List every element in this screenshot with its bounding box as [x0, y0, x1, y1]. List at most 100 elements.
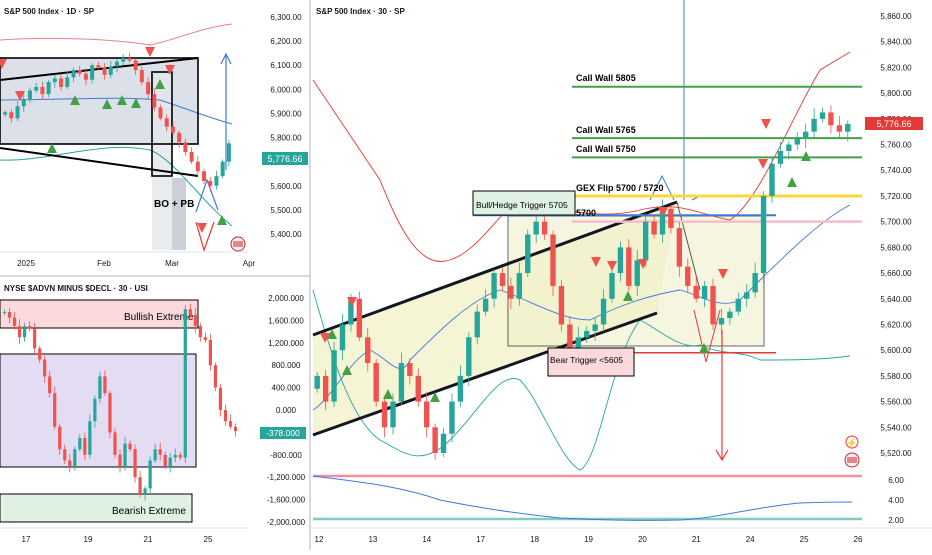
- bearish-extreme-zone: [0, 493, 193, 523]
- osc-tick-2: 2.00: [888, 516, 904, 525]
- breadth-value-axis: 2,000.000 1,600.000 1,200.000 800.000 400.00…: [260, 294, 306, 527]
- breadth-y-tick-8: -1,200.000: [267, 473, 306, 482]
- breadth-candle-38: [193, 307, 197, 333]
- breadth-candle-16: [83, 432, 87, 461]
- intraday-candle-41: [659, 199, 666, 243]
- daily-y-tick-9: 5,400.00: [270, 230, 302, 239]
- intraday-buy-marker-8: [801, 151, 811, 161]
- breadth-x-tick-2: 21: [144, 535, 153, 544]
- intraday-candle-43: [676, 222, 683, 277]
- intraday-candle-58: [802, 123, 809, 149]
- daily-candle-6: [40, 81, 45, 99]
- bull-hedge-box: [472, 190, 576, 216]
- daily-candle-35: [220, 159, 225, 179]
- breadth-y-tick-4: 400.000: [272, 384, 301, 393]
- intraday-x-tick-1: 13: [368, 535, 377, 544]
- breadth-last-badge: [260, 427, 306, 439]
- daily-candle-21: [133, 58, 138, 75]
- daily-sell-marker-0: [0, 59, 7, 69]
- intraday-sell-marker-3: [607, 261, 617, 271]
- daily-candle-23: [146, 77, 151, 100]
- intraday-candle-56: [786, 140, 792, 160]
- daily-last-price-badge: [262, 152, 308, 165]
- intraday-buy-marker-2: [383, 389, 393, 399]
- intraday-candle-62: [836, 115, 843, 138]
- call-wall-5765-label: Call Wall 5765: [576, 125, 636, 135]
- breadth-candle-15: [78, 434, 82, 452]
- breadth-candle-41: [208, 333, 212, 371]
- intraday-sell-marker-1: [320, 333, 330, 343]
- breadth-candle-7: [38, 345, 42, 364]
- daily-y-tick-8: 5,500.00: [270, 206, 302, 215]
- intraday-candle-8: [381, 395, 388, 438]
- intraday-candle-47: [710, 278, 716, 330]
- daily-candle-30: [189, 147, 194, 164]
- daily-candle-11: [71, 67, 76, 83]
- intraday-candle-36: [617, 241, 624, 282]
- breadth-candle-20: [103, 370, 107, 396]
- intraday-time-axis: 12 13 14 17 18 19 20 21 24 25 26: [310, 527, 932, 544]
- intraday-candle-28: [550, 230, 556, 296]
- intraday-candle-35: [609, 269, 615, 303]
- breadth-candle-17: [88, 414, 92, 459]
- neutral-zone: [0, 353, 197, 468]
- alert-icon[interactable]: [845, 435, 859, 449]
- intraday-candle-40: [651, 214, 657, 239]
- intraday-last-price: 5,776.66: [876, 119, 911, 129]
- intraday-y-tick-8: 5,700.00: [880, 218, 912, 227]
- daily-candle-32: [202, 168, 207, 184]
- intraday-sell-marker-7: [761, 119, 771, 129]
- bear-trigger-box: [547, 347, 635, 377]
- intraday-x-tick-6: 20: [638, 535, 647, 544]
- daily-candle-20: [127, 52, 132, 63]
- breadth-y-tick-5: 0.000: [276, 406, 297, 415]
- breadth-candle-32: [163, 451, 167, 470]
- breadth-candle-0: [2, 309, 7, 316]
- intraday-y-tick-17: 5,520.00: [880, 449, 912, 458]
- intraday-candle-27: [541, 212, 548, 240]
- breadth-y-tick-0: 2,000.000: [268, 294, 304, 303]
- intraday-candle-21: [491, 269, 497, 308]
- call-wall-5750-label: Call Wall 5750: [576, 144, 636, 154]
- breadth-candle-34: [173, 448, 177, 463]
- intraday-y-tick-2: 5,820.00: [880, 63, 912, 72]
- daily-sell-marker-4: [197, 223, 207, 233]
- daily-candle-22: [139, 66, 144, 86]
- daily-x-tick-3: Apr: [243, 259, 256, 268]
- breadth-candle-10: [53, 386, 57, 430]
- intraday-x-tick-5: 19: [584, 535, 593, 544]
- daily-y-tick-2: 6,100.00: [270, 61, 302, 70]
- oscillator-pane: [312, 474, 862, 521]
- daily-candle-29: [183, 138, 188, 156]
- intraday-candle-53: [760, 190, 767, 284]
- breadth-last-value: -378.000: [266, 428, 300, 438]
- intraday-candle-7: [373, 359, 379, 407]
- intraday-y-tick-12: 5,620.00: [880, 320, 912, 329]
- daily-candle-36: [226, 139, 231, 167]
- daily-candle-0: [3, 110, 8, 117]
- daily-buy-marker-6: [217, 215, 227, 225]
- daily-buy-marker-2: [102, 99, 112, 109]
- intraday-sell-marker-6: [718, 269, 728, 279]
- breadth-title: NYSE $ADVN MINUS $DECL · 30 · USI: [4, 284, 148, 293]
- intraday-candle-60: [819, 107, 826, 123]
- intraday-buy-marker-7: [787, 177, 797, 187]
- daily-y-tick-4: 5,900.00: [270, 109, 302, 118]
- daily-candle-10: [65, 71, 70, 90]
- daily-buy-marker-3: [117, 95, 127, 105]
- breadth-candle-44: [223, 404, 228, 426]
- intraday-y-tick-15: 5,560.00: [880, 398, 912, 407]
- intraday-candle-55: [777, 141, 784, 168]
- intraday-buy-marker-6: [699, 343, 709, 353]
- intraday-candle-10: [398, 352, 405, 406]
- intraday-candle-15: [440, 427, 447, 457]
- daily-pane: BO + PB S&P 500 Index · 1D · SP: [0, 0, 248, 252]
- breadth-candle-22: [113, 428, 117, 459]
- breadth-candle-33: [168, 452, 172, 473]
- bearish-extreme-label: Bearish Extreme: [112, 506, 186, 517]
- breadth-candle-28: [143, 485, 147, 501]
- intraday-candle-42: [668, 204, 674, 234]
- intraday-x-tick-3: 17: [476, 535, 485, 544]
- breadth-candle-37: [188, 303, 192, 319]
